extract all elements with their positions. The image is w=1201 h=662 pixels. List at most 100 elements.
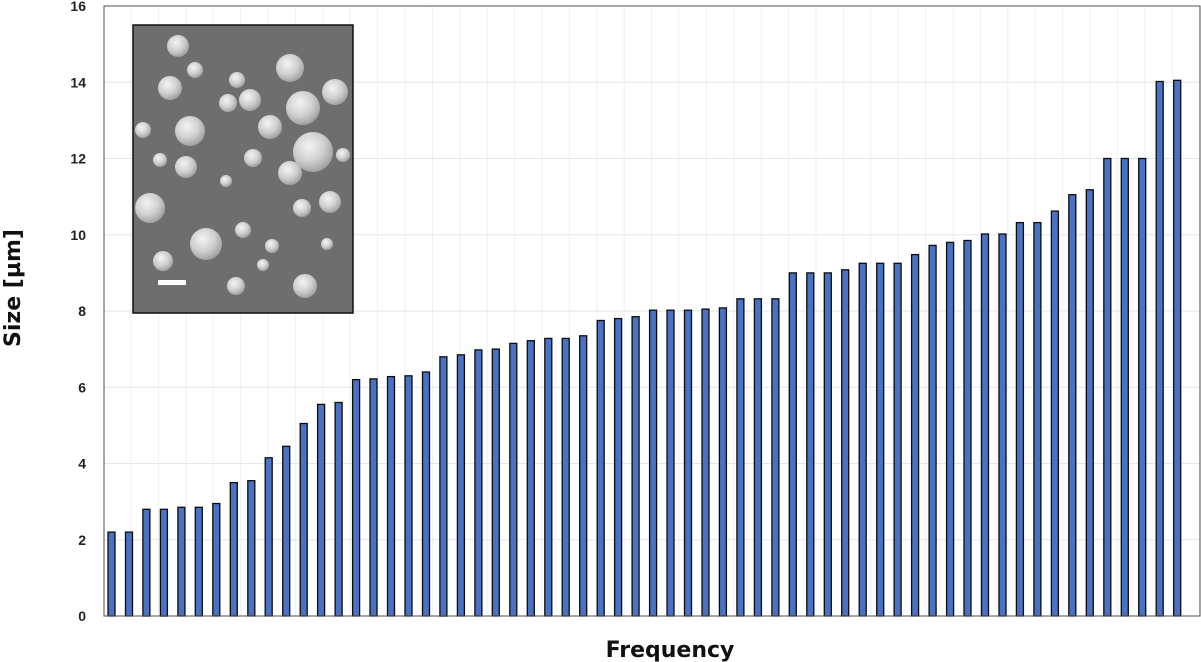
particle	[265, 239, 279, 253]
particle	[135, 122, 151, 138]
bar	[194, 506, 203, 617]
particle	[336, 148, 350, 162]
particle	[276, 54, 304, 82]
bar	[421, 371, 431, 617]
bar	[509, 342, 518, 617]
particle	[175, 116, 205, 146]
bar	[316, 403, 326, 617]
bar	[334, 401, 343, 617]
particle	[239, 89, 261, 111]
bar	[1155, 80, 1164, 617]
bar	[945, 241, 955, 617]
bar	[893, 262, 902, 617]
bar	[351, 378, 361, 617]
bar	[683, 309, 693, 617]
particle	[220, 175, 232, 187]
particle	[153, 251, 173, 271]
bar	[456, 354, 466, 617]
particle	[167, 35, 189, 57]
bar	[1103, 157, 1112, 617]
y-tick-label: 4	[78, 456, 86, 472]
particle	[286, 91, 320, 125]
bar	[980, 233, 990, 617]
bar	[124, 531, 134, 617]
bar	[212, 502, 221, 617]
bar	[1068, 194, 1077, 617]
bar	[561, 337, 570, 617]
bar	[718, 307, 728, 617]
bar	[474, 349, 483, 617]
particle	[293, 274, 317, 298]
bar	[526, 340, 535, 617]
particle	[229, 72, 245, 88]
y-tick-label: 12	[70, 151, 86, 167]
bar	[928, 244, 937, 617]
bar	[876, 262, 885, 617]
particle	[175, 156, 197, 178]
bar	[491, 348, 500, 617]
scale-bar	[158, 280, 186, 285]
particle	[235, 222, 251, 238]
particle	[257, 259, 269, 271]
particle	[293, 132, 333, 172]
y-tick-label: 2	[78, 532, 86, 548]
bar	[579, 335, 588, 617]
bar	[788, 272, 797, 617]
y-tick-label: 10	[70, 227, 86, 243]
plot-border	[103, 5, 1201, 617]
particle	[135, 193, 165, 223]
y-tick-labels: 0 2 4 6 8 10 12 14 16	[70, 0, 86, 624]
bar	[858, 262, 867, 617]
y-tick-label: 16	[70, 0, 86, 14]
bar	[1085, 189, 1094, 617]
bar	[107, 531, 116, 617]
bar	[806, 272, 815, 617]
bar	[998, 233, 1007, 617]
bar	[1050, 210, 1060, 617]
particle	[278, 161, 302, 185]
bar	[753, 298, 763, 617]
bar	[613, 317, 623, 617]
bar	[631, 316, 640, 617]
bar	[159, 508, 169, 617]
bar	[439, 356, 448, 617]
bar	[247, 480, 256, 617]
sem-inset-image	[132, 24, 354, 314]
bar	[823, 272, 832, 617]
bar	[282, 445, 291, 617]
particle	[190, 228, 222, 260]
bar	[544, 337, 553, 617]
y-tick-label: 6	[78, 379, 86, 395]
inset-border	[132, 24, 354, 314]
particle	[153, 153, 167, 167]
particle	[244, 149, 262, 167]
particle	[227, 277, 245, 295]
bar	[841, 269, 850, 617]
particle	[293, 199, 311, 217]
x-axis-title: Frequency	[606, 638, 735, 662]
particle	[319, 191, 341, 213]
particle	[187, 62, 203, 78]
bar	[701, 308, 710, 617]
bar	[666, 309, 675, 617]
bar	[229, 481, 238, 617]
bar	[1138, 157, 1147, 617]
bar	[1015, 221, 1025, 617]
bar	[596, 319, 605, 617]
bar	[369, 378, 378, 617]
bar	[771, 298, 780, 617]
bar	[1033, 221, 1042, 617]
bar	[1120, 157, 1129, 617]
bar	[1173, 79, 1182, 617]
bar	[264, 457, 273, 617]
bar	[910, 253, 920, 617]
bar	[177, 506, 186, 617]
particle	[321, 238, 333, 250]
y-tick-label: 8	[78, 303, 86, 319]
y-tick-label: 14	[70, 74, 86, 90]
y-tick-label: 0	[78, 608, 86, 624]
bar	[736, 298, 745, 617]
bar	[386, 375, 396, 617]
bar	[648, 309, 658, 617]
